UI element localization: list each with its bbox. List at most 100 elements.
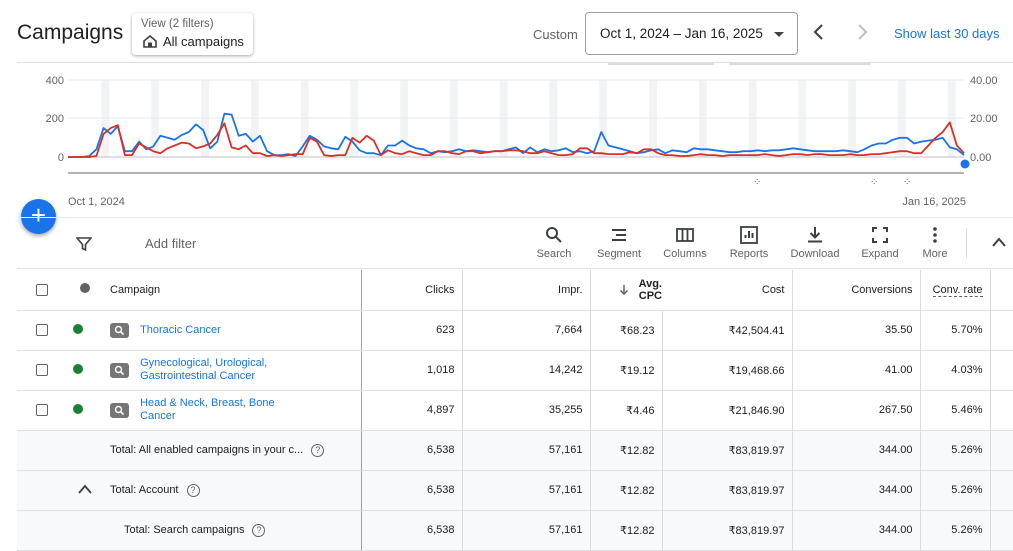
row-checkbox-cell [17, 350, 66, 391]
clicks-cell: 6,538 [361, 510, 463, 551]
total-label: Total: Account [110, 483, 179, 496]
avg-cpc-cell: ₹4.46 [590, 390, 663, 431]
columns-button[interactable]: Columns [655, 226, 715, 260]
arrow-down-icon [619, 284, 628, 295]
table-header-row: Campaign Clicks Impr. Avg. CPC Cost Conve… [17, 270, 1013, 311]
chart-tab-stub [608, 63, 714, 65]
custom-label: Custom [533, 27, 578, 42]
table-row: Head & Neck, Breast, Bone Cancer 4,897 35… [17, 390, 1013, 431]
campaign-link[interactable]: Gynecological, Urological, Gastrointestin… [140, 357, 267, 383]
impr-cell: 14,242 [462, 350, 591, 391]
clicks-header[interactable]: Clicks [361, 270, 463, 311]
date-range-value: Oct 1, 2024 – Jan 16, 2025 [600, 26, 763, 41]
clicks-cell: 1,018 [361, 350, 463, 391]
range-handle[interactable] [960, 159, 970, 169]
empty-cell [66, 430, 103, 471]
chevron-up-icon[interactable] [77, 483, 93, 495]
select-all-cell [17, 270, 66, 311]
empty-cell [66, 510, 103, 551]
conversions-cell: 344.00 [792, 430, 921, 471]
empty-cell [17, 430, 66, 471]
avg-cpc-header[interactable]: Avg. CPC [639, 278, 662, 302]
empty-cell [17, 510, 66, 551]
campaign-link[interactable]: Thoracic Cancer [140, 323, 221, 336]
annotation-icon[interactable]: ⁘ [753, 177, 761, 188]
sort-arrow-cell[interactable]: Avg. CPC [590, 270, 662, 311]
conv-rate-cell: 5.26% [920, 470, 991, 511]
search-campaign-icon [110, 402, 129, 418]
row-checkbox[interactable] [35, 324, 48, 337]
row-checkbox[interactable] [35, 364, 48, 377]
conv-rate-header[interactable]: Conv. rate [920, 270, 991, 311]
view-selector[interactable]: View (2 filters) All campaigns [132, 13, 253, 55]
enabled-status-dot [73, 363, 83, 374]
total-label: Total: Search campaigns [124, 523, 245, 536]
conversions-cell: 267.50 [792, 390, 921, 431]
date-range-picker[interactable]: Oct 1, 2024 – Jan 16, 2025 [585, 12, 798, 55]
more-vert-icon [933, 227, 937, 243]
y-left-tick: 400 [46, 75, 64, 87]
conv-rate-header-label: Conv. rate [932, 283, 983, 297]
conv-rate-cell: 5.46% [920, 390, 991, 431]
spacer-cell [990, 390, 1013, 431]
toolbar-divider [966, 228, 967, 258]
clicks-cell: 6,538 [361, 470, 463, 511]
download-icon [808, 227, 822, 243]
annotation-icon[interactable]: ⁘ [870, 177, 878, 188]
annotation-icon[interactable]: ⁘ [903, 177, 911, 188]
avg-cpc-cell: ₹19.12 [590, 350, 663, 391]
campaign-link-line2: Gastrointestinal Cancer [140, 370, 256, 382]
campaign-cell: Head & Neck, Breast, Bone Cancer [103, 390, 362, 431]
chart-tab-stub [729, 63, 871, 65]
search-button[interactable]: Search [524, 226, 584, 260]
help-icon[interactable]: ? [252, 523, 266, 537]
conv-rate-cell: 5.26% [920, 430, 991, 471]
reports-button[interactable]: Reports [719, 226, 779, 260]
expand-icon [872, 227, 888, 243]
add-filter-button[interactable]: Add filter [145, 236, 197, 251]
chevron-right-icon[interactable] [853, 22, 871, 42]
status-header-cell [66, 270, 103, 311]
row-checkbox[interactable] [35, 404, 48, 417]
segment-button[interactable]: Segment [589, 226, 649, 260]
impr-header[interactable]: Impr. [462, 270, 591, 311]
add-campaign-button[interactable]: + [21, 199, 56, 234]
chevron-up-icon[interactable] [991, 236, 1007, 248]
search-campaign-icon [110, 362, 129, 378]
cost-cell: ₹21,846.90 [662, 390, 793, 431]
expand-button[interactable]: Expand [850, 226, 910, 260]
segment-label: Segment [596, 248, 642, 260]
select-all-checkbox[interactable] [35, 283, 48, 296]
impr-cell: 57,161 [462, 430, 591, 471]
help-icon[interactable]: ? [186, 483, 200, 497]
help-icon[interactable]: ? [311, 443, 325, 457]
y-left-tick: 200 [46, 113, 64, 125]
home-icon [143, 35, 157, 48]
show-last-30-days-link[interactable]: Show last 30 days [894, 26, 1000, 41]
clicks-cell: 4,897 [361, 390, 463, 431]
collapse-cell [66, 470, 103, 511]
chevron-left-icon[interactable] [810, 22, 828, 42]
campaign-link[interactable]: Head & Neck, Breast, Bone Cancer [140, 397, 275, 423]
download-button[interactable]: Download [785, 226, 845, 260]
campaign-cell: Thoracic Cancer [103, 310, 362, 351]
clicks-cell: 6,538 [361, 430, 463, 471]
conversions-header[interactable]: Conversions [792, 270, 921, 311]
conversions-cell: 344.00 [792, 510, 921, 551]
more-button[interactable]: More [905, 226, 965, 260]
conv-rate-cell: 4.03% [920, 350, 991, 391]
search-campaign-icon [110, 322, 129, 338]
campaign-header[interactable]: Campaign [103, 270, 362, 311]
impr-cell: 57,161 [462, 470, 591, 511]
columns-label: Columns [663, 248, 707, 260]
spacer-cell [990, 510, 1013, 551]
campaign-cell: Gynecological, Urological, Gastrointestin… [103, 350, 362, 391]
download-label: Download [790, 248, 840, 260]
performance-chart: 400 200 0 40.00 20.00 0.00 ⁘ ⁘ ⁘ Oct 1, … [46, 63, 998, 208]
spacer-cell [990, 350, 1013, 391]
view-filters-label: View (2 filters) [141, 18, 214, 30]
avg-cpc-header-line2: CPC [638, 289, 662, 302]
filter-icon[interactable] [76, 236, 92, 252]
cost-header[interactable]: Cost [662, 270, 793, 311]
status-cell [66, 350, 103, 391]
